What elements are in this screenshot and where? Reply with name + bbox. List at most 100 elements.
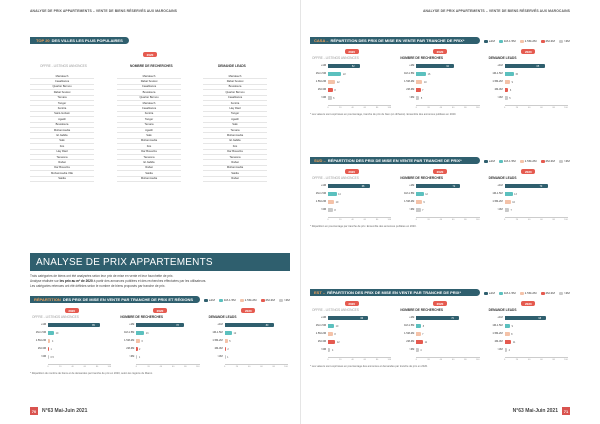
bar-category: 1.5M-2M xyxy=(124,339,135,342)
bar xyxy=(416,200,422,204)
panel-title: OFFRE - LISTINGS ANNONCES xyxy=(312,308,359,312)
bar-category: >3M xyxy=(409,208,415,211)
bar-category: 2M-3M xyxy=(406,340,415,343)
rank-item: El Jadida xyxy=(203,139,267,145)
panel-title: NOMBRE DE RECHERCHES xyxy=(400,308,444,312)
bar-row: ≤1M 80 xyxy=(207,322,290,328)
rank-item: Marrakech xyxy=(30,74,94,80)
bar-category: 1.5M-2M xyxy=(404,332,415,335)
x-tick: 20 xyxy=(427,218,430,221)
bar-row: >3M 5 xyxy=(398,95,481,101)
bar-category: ≤1M xyxy=(409,316,415,319)
rank-item: Quartier Bernou xyxy=(203,90,267,96)
bar xyxy=(416,324,422,328)
issue-left: N°63 Mai-Juin 2021 xyxy=(42,408,88,414)
x-tick: 60 xyxy=(363,106,367,109)
bar-value: 8 xyxy=(334,88,336,92)
legend-swatch xyxy=(204,298,208,302)
x-tick: 20 xyxy=(339,218,342,221)
legend-swatch xyxy=(239,298,244,302)
bar-category: >3M xyxy=(497,348,503,351)
bar xyxy=(328,64,360,68)
rank-item: Rabat xyxy=(203,177,267,182)
bar xyxy=(416,316,460,320)
legend-label: 1M-1.5M xyxy=(223,298,236,302)
bar xyxy=(328,192,337,196)
panel-title: DEMANDE LEADS xyxy=(488,308,517,312)
bar-row: >3M 7 xyxy=(487,207,570,213)
x-axis: 0 20 40 60 80 100 xyxy=(327,217,392,221)
bar-value: 8 xyxy=(422,324,425,328)
top20-title: TOP 20 DES VILLES LES PLUS POPULAIRES xyxy=(30,37,129,44)
rank-item: Quartier Bernou xyxy=(30,85,94,91)
bar xyxy=(416,80,423,84)
x-tick: 40 xyxy=(71,365,74,368)
bar xyxy=(328,332,333,336)
legend-item: >3M xyxy=(558,39,570,43)
bar-category: 2M-3M xyxy=(494,340,503,343)
rank-item: Agadir xyxy=(117,128,181,134)
bar-category: >3M xyxy=(409,96,415,99)
x-tick: 20 xyxy=(235,365,239,368)
legend-swatch xyxy=(498,39,503,43)
x-tick: 60 xyxy=(451,218,455,221)
bar-row: >3M 4 xyxy=(487,347,570,353)
bar xyxy=(504,316,547,320)
legend-swatch xyxy=(558,39,563,43)
bar-category: 1M-1.5M xyxy=(315,192,326,195)
bar-value: 65 xyxy=(536,64,540,68)
legend-item: 2M-3M xyxy=(540,159,555,163)
rank-item: Agadir xyxy=(203,117,267,123)
rank-item: Rabat Souissi xyxy=(30,90,94,96)
x-axis: 0 20 40 60 80 100 xyxy=(224,364,288,368)
legend-swatch xyxy=(540,159,545,163)
x-axis: 0 20 40 60 80 100 xyxy=(504,357,568,361)
rank-item: Agadir xyxy=(30,117,94,123)
bar xyxy=(416,88,421,92)
x-tick: 100 xyxy=(387,218,392,221)
x-tick: 40 xyxy=(527,358,531,361)
bar-row: ≤1M 68 xyxy=(310,183,393,189)
bar xyxy=(416,208,421,212)
legend-item: ≤1M xyxy=(484,159,495,163)
bar xyxy=(416,340,424,344)
bar-row: ≤1M 70 xyxy=(398,315,481,321)
bar-value: 1 xyxy=(227,355,229,359)
bar-row: 1.5M-2M 8 xyxy=(487,331,570,337)
year-pill: 2020 xyxy=(433,301,447,306)
bar-category: ≤1M xyxy=(129,323,135,326)
bar-row: 1M-1.5M 9 xyxy=(487,323,570,329)
bar-value: 80 xyxy=(265,323,269,327)
bar xyxy=(504,80,511,84)
rank-item: Temara xyxy=(203,128,267,134)
bar-row: >3M 8 xyxy=(310,207,393,213)
rank-item: Rabat Souissi xyxy=(117,79,181,85)
bar-category: 1M-1.5M xyxy=(124,331,135,334)
bar-category: ≤1M xyxy=(497,64,503,67)
legend-label: >3M xyxy=(283,298,290,302)
bar-value: 70 xyxy=(539,184,543,188)
x-tick: 40 xyxy=(527,106,531,109)
legend-item: 2M-3M xyxy=(260,298,275,302)
year-pill: 2020 xyxy=(64,308,79,313)
bar xyxy=(416,184,461,188)
bar xyxy=(328,340,336,344)
bar-value: 10 xyxy=(335,200,339,204)
x-tick: 80 xyxy=(464,358,467,361)
legend-swatch xyxy=(519,39,524,43)
bar xyxy=(328,208,333,212)
x-tick: 60 xyxy=(540,358,543,361)
bar-value: 62 xyxy=(446,64,450,68)
bar xyxy=(224,323,274,327)
bar-value: 9 xyxy=(511,324,514,328)
year-pill: 2020 xyxy=(521,49,536,54)
bar-category: ≤1M xyxy=(409,64,415,67)
legend-swatch xyxy=(498,291,503,295)
rank-item: Témara xyxy=(30,96,94,101)
top20-col3-title: DEMANDE LEADS xyxy=(218,64,246,68)
bar-category: 1M-1.5M xyxy=(404,72,415,75)
x-tick: 60 xyxy=(83,365,87,368)
bar-chart: ≤1M 72 1M-1.5M 12 1.5M-2M 9 >3M 7 0 20 40 60 80 100 xyxy=(398,183,481,221)
x-tick: 20 xyxy=(515,358,519,361)
legend-swatch xyxy=(540,39,545,43)
